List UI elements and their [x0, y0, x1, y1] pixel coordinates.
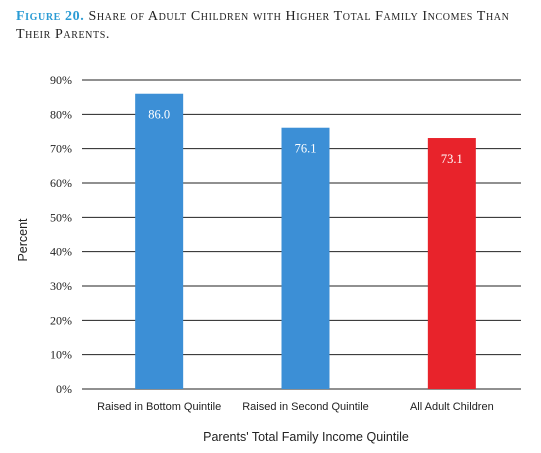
- category-labels: Raised in Bottom Quintile Raised in Secon…: [97, 401, 494, 413]
- y-tick-label: 20%: [50, 313, 72, 327]
- bar-value-label: 73.1: [441, 152, 463, 166]
- y-axis-title: Percent: [16, 218, 30, 262]
- bar-value-label: 86.0: [148, 108, 170, 122]
- y-tick-label: 30%: [50, 279, 72, 293]
- y-tick-label: 60%: [50, 176, 72, 190]
- data-labels: 86.0 76.1 73.1: [148, 108, 463, 166]
- y-tick-label: 0%: [56, 382, 72, 396]
- category-label: Raised in Second Quintile: [242, 401, 369, 413]
- y-tick-labels: 0% 10% 20% 30% 40% 50% 60% 70% 80% 90%: [50, 73, 72, 396]
- figure-label: Figure 20.: [16, 9, 85, 24]
- y-tick-label: 40%: [50, 245, 72, 259]
- figure-title: Share of Adult Children with Higher Tota…: [16, 9, 510, 42]
- bar: [427, 138, 476, 389]
- x-axis-title: Parents' Total Family Income Quintile: [203, 430, 409, 444]
- y-tick-label: 50%: [50, 210, 72, 224]
- bar: [135, 93, 184, 389]
- y-tick-label: 10%: [50, 348, 72, 362]
- bar: [281, 127, 330, 390]
- bars: [135, 93, 476, 390]
- y-tick-label: 80%: [50, 107, 72, 121]
- y-tick-label: 70%: [50, 142, 72, 156]
- chart-title: Figure 20. Share of Adult Children with …: [16, 8, 526, 44]
- y-tick-label: 90%: [50, 73, 72, 87]
- bar-value-label: 76.1: [295, 142, 317, 156]
- category-label: Raised in Bottom Quintile: [97, 401, 221, 413]
- category-label: All Adult Children: [410, 401, 494, 413]
